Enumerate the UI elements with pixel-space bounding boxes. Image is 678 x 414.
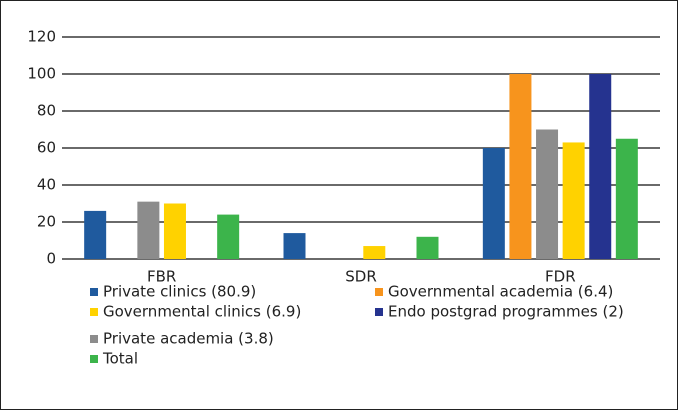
bar [615, 138, 638, 259]
legend-swatch [90, 308, 98, 316]
legend-swatch [375, 288, 383, 296]
y-tick-label: 0 [46, 250, 56, 268]
legend-label: Governmental academia (6.4) [388, 283, 613, 301]
y-tick-label: 20 [37, 213, 56, 231]
bar [509, 74, 532, 259]
y-tick-label: 40 [37, 176, 56, 194]
y-tick-label: 100 [27, 65, 56, 83]
y-tick-label: 60 [37, 139, 56, 157]
bar [562, 142, 585, 259]
legend-label: Endo postgrad programmes (2) [388, 303, 624, 321]
bar [363, 246, 386, 259]
y-tick-label: 120 [27, 28, 56, 46]
legend-label: Private academia (3.8) [103, 330, 274, 348]
legend-label: Total [102, 350, 138, 368]
x-tick-label: SDR [345, 268, 377, 286]
legend-swatch [375, 308, 383, 316]
bar [283, 233, 306, 259]
legend-swatch [90, 355, 98, 363]
bar [416, 236, 439, 259]
legend-label: Governmental clinics (6.9) [103, 303, 301, 321]
bar [137, 201, 160, 259]
x-tick-label: FDR [545, 268, 576, 286]
y-tick-label: 80 [37, 102, 56, 120]
bar [84, 210, 107, 259]
legend-swatch [90, 288, 98, 296]
legend-swatch [90, 335, 98, 343]
x-tick-label: FBR [147, 268, 176, 286]
bar [536, 129, 559, 259]
bar [217, 214, 240, 259]
bar [482, 148, 505, 259]
bar [163, 203, 186, 259]
legend-label: Private clinics (80.9) [103, 283, 256, 301]
bar [589, 74, 612, 259]
